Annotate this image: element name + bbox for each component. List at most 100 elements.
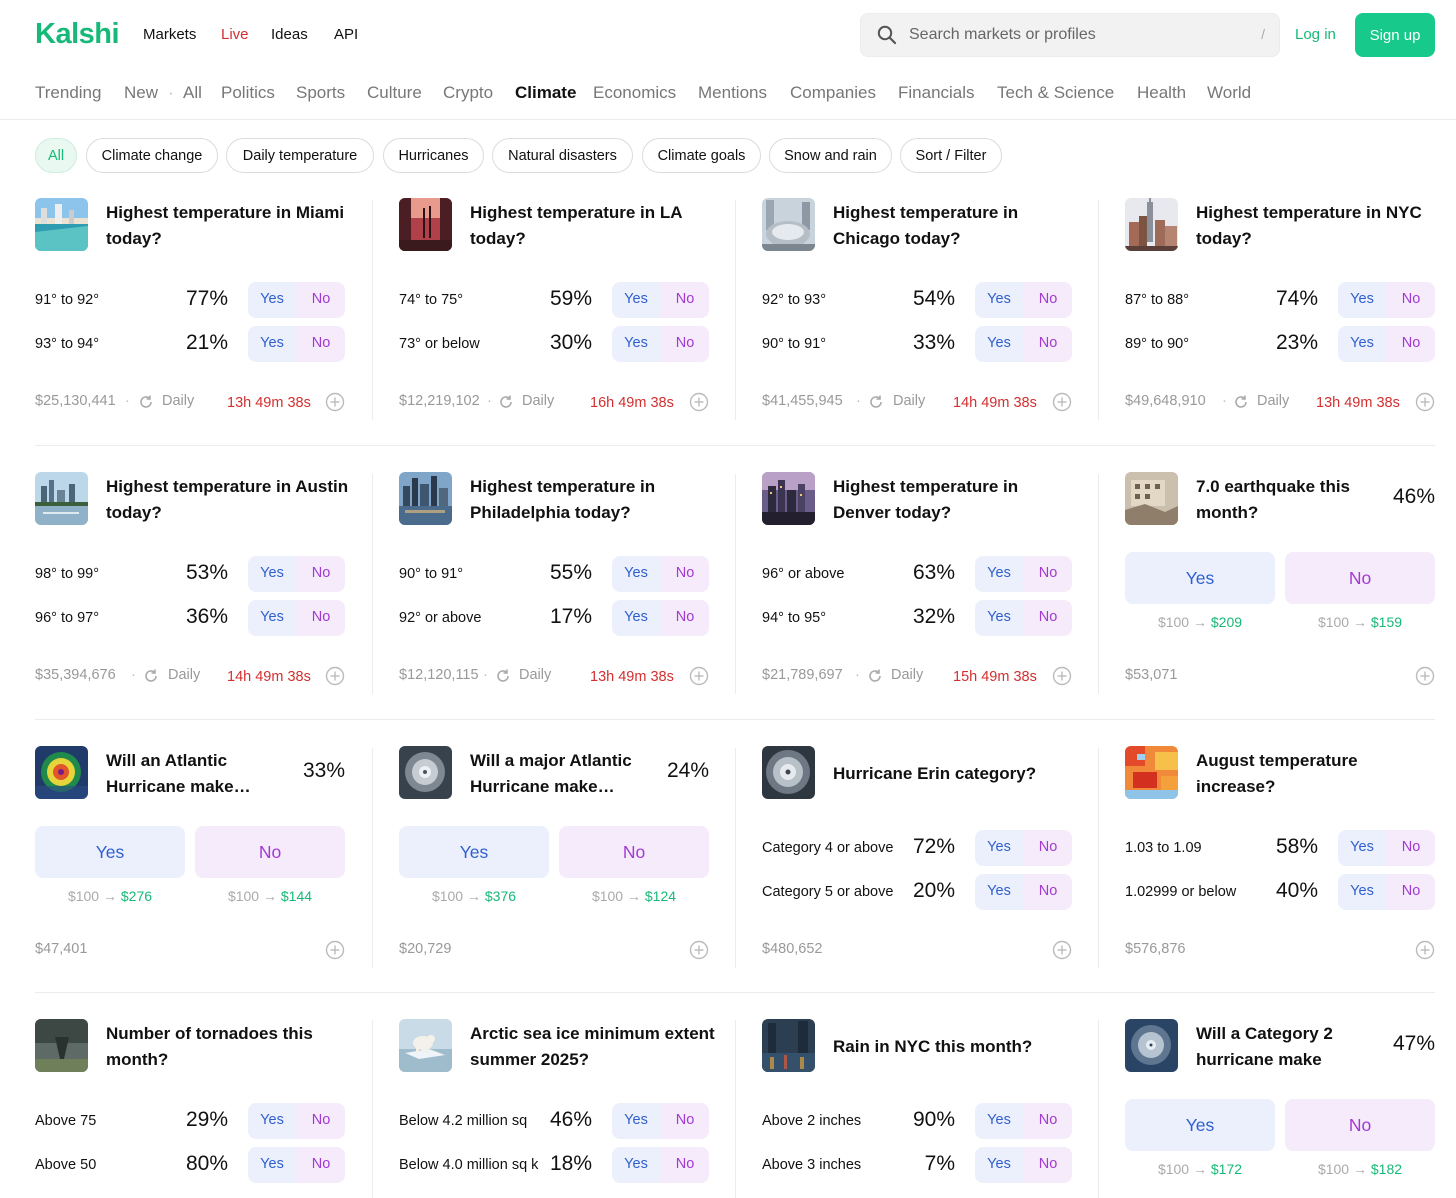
- no-button[interactable]: No: [311, 1156, 331, 1172]
- tab-trending[interactable]: Trending: [35, 83, 102, 102]
- tab-financials[interactable]: Financials: [898, 83, 975, 102]
- chip-sort-filter[interactable]: Sort / Filter: [900, 138, 1002, 173]
- chip-daily-temperature[interactable]: Daily temperature: [226, 138, 374, 173]
- nav-api[interactable]: API: [334, 26, 359, 43]
- market-title[interactable]: Number of tornadoes this month?: [106, 1024, 313, 1069]
- market-card[interactable]: Rain in NYC this month? Above 2 inches 9…: [762, 1019, 1082, 1198]
- market-title[interactable]: Will a Category 2 hurricane make landf…: [1196, 1024, 1333, 1069]
- no-button[interactable]: No: [1038, 1112, 1058, 1128]
- market-card[interactable]: Number of tornadoes this month? Above 75…: [35, 1019, 355, 1198]
- add-to-watchlist-icon[interactable]: [325, 940, 345, 960]
- add-to-watchlist-icon[interactable]: [325, 392, 345, 412]
- market-title[interactable]: Will an Atlantic Hurricane make…: [106, 751, 251, 796]
- yes-button[interactable]: Yes: [987, 1156, 1011, 1172]
- add-to-watchlist-icon[interactable]: [689, 940, 709, 960]
- chip-all[interactable]: All: [35, 138, 77, 173]
- no-button[interactable]: No: [675, 609, 695, 625]
- yes-button[interactable]: Yes: [1125, 552, 1275, 604]
- yes-button[interactable]: Yes: [1350, 291, 1374, 307]
- yes-button[interactable]: Yes: [987, 335, 1011, 351]
- chip-snow-and-rain[interactable]: Snow and rain: [769, 138, 892, 173]
- market-card[interactable]: Highest temperature in Philadelphia toda…: [399, 472, 719, 690]
- market-title[interactable]: Arctic sea ice minimum extent summer 202…: [470, 1024, 715, 1069]
- no-button[interactable]: No: [559, 826, 709, 878]
- yes-button[interactable]: Yes: [624, 609, 648, 625]
- no-button[interactable]: No: [311, 335, 331, 351]
- nav-live[interactable]: Live: [221, 26, 249, 43]
- market-title[interactable]: Will a major Atlantic Hurricane make…: [470, 751, 632, 796]
- tab-crypto[interactable]: Crypto: [443, 83, 494, 102]
- search-bar[interactable]: /: [860, 13, 1280, 57]
- chip-hurricanes[interactable]: Hurricanes: [383, 138, 484, 173]
- no-button[interactable]: No: [1038, 1156, 1058, 1172]
- market-card[interactable]: Highest temperature in Chicago today? 92…: [762, 198, 1082, 416]
- add-to-watchlist-icon[interactable]: [325, 666, 345, 686]
- no-button[interactable]: No: [675, 1156, 695, 1172]
- yes-button[interactable]: Yes: [260, 609, 284, 625]
- no-button[interactable]: No: [1285, 1099, 1435, 1151]
- yes-button[interactable]: Yes: [260, 1156, 284, 1172]
- market-title[interactable]: Highest temperature in Austin today?: [106, 477, 349, 522]
- yes-button[interactable]: Yes: [624, 1112, 648, 1128]
- no-button[interactable]: No: [311, 565, 331, 581]
- market-title[interactable]: Highest temperature in NYC today?: [1196, 203, 1422, 248]
- market-title[interactable]: Highest temperature in Miami today?: [106, 203, 345, 248]
- yes-button[interactable]: Yes: [624, 565, 648, 581]
- market-title[interactable]: Highest temperature in Denver today?: [833, 477, 1019, 522]
- yes-button[interactable]: Yes: [624, 335, 648, 351]
- yes-button[interactable]: Yes: [987, 565, 1011, 581]
- market-card[interactable]: Will a Category 2 hurricane make landf… …: [1125, 1019, 1435, 1198]
- tab-companies[interactable]: Companies: [790, 83, 876, 102]
- market-title[interactable]: August temperature increase?: [1196, 751, 1358, 796]
- no-button[interactable]: No: [311, 1112, 331, 1128]
- yes-button[interactable]: Yes: [624, 1156, 648, 1172]
- no-button[interactable]: No: [1401, 883, 1421, 899]
- login-link[interactable]: Log in: [1295, 26, 1336, 43]
- tab-politics[interactable]: Politics: [221, 83, 275, 102]
- tab-new[interactable]: New: [124, 83, 159, 102]
- no-button[interactable]: No: [1401, 291, 1421, 307]
- yes-button[interactable]: Yes: [260, 291, 284, 307]
- market-card[interactable]: Will an Atlantic Hurricane make… 33% Yes…: [35, 746, 345, 964]
- no-button[interactable]: No: [675, 335, 695, 351]
- yes-button[interactable]: Yes: [987, 291, 1011, 307]
- market-title[interactable]: Highest temperature in LA today?: [470, 203, 682, 248]
- yes-button[interactable]: Yes: [987, 609, 1011, 625]
- market-title[interactable]: Highest temperature in Philadelphia toda…: [470, 477, 656, 522]
- market-title[interactable]: Rain in NYC this month?: [833, 1037, 1033, 1056]
- no-button[interactable]: No: [1038, 335, 1058, 351]
- no-button[interactable]: No: [311, 609, 331, 625]
- tab-health[interactable]: Health: [1137, 83, 1187, 102]
- yes-button[interactable]: Yes: [260, 335, 284, 351]
- market-card[interactable]: Highest temperature in LA today? 74° to …: [399, 198, 719, 416]
- market-card[interactable]: Highest temperature in Austin today? 98°…: [35, 472, 355, 690]
- yes-button[interactable]: Yes: [260, 565, 284, 581]
- yes-button[interactable]: Yes: [399, 826, 549, 878]
- no-button[interactable]: No: [1401, 335, 1421, 351]
- yes-button[interactable]: Yes: [35, 826, 185, 878]
- yes-button[interactable]: Yes: [260, 1112, 284, 1128]
- yes-button[interactable]: Yes: [1350, 883, 1374, 899]
- market-card[interactable]: 7.0 earthquake this month? 46% Yes No $1…: [1125, 472, 1435, 690]
- market-card[interactable]: Highest temperature in Denver today? 96°…: [762, 472, 1082, 690]
- yes-button[interactable]: Yes: [987, 883, 1011, 899]
- market-title[interactable]: 7.0 earthquake this month?: [1196, 477, 1351, 522]
- market-title[interactable]: Hurricane Erin category?: [833, 764, 1037, 783]
- no-button[interactable]: No: [195, 826, 345, 878]
- add-to-watchlist-icon[interactable]: [1415, 392, 1435, 412]
- market-title[interactable]: Highest temperature in Chicago today?: [833, 203, 1019, 248]
- tab-sports[interactable]: Sports: [296, 83, 346, 102]
- chip-natural-disasters[interactable]: Natural disasters: [492, 138, 633, 173]
- nav-markets[interactable]: Markets: [143, 26, 197, 43]
- market-card[interactable]: Highest temperature in NYC today? 87° to…: [1125, 198, 1445, 416]
- yes-button[interactable]: Yes: [1350, 839, 1374, 855]
- tab-climate[interactable]: Climate: [515, 83, 577, 102]
- no-button[interactable]: No: [1038, 291, 1058, 307]
- tab-tech-science[interactable]: Tech & Science: [997, 83, 1115, 102]
- add-to-watchlist-icon[interactable]: [1415, 940, 1435, 960]
- signup-button[interactable]: Sign up: [1355, 13, 1435, 57]
- no-button[interactable]: No: [311, 291, 331, 307]
- market-card[interactable]: Hurricane Erin category? Category 4 or a…: [762, 746, 1082, 964]
- tab-world[interactable]: World: [1207, 83, 1252, 102]
- market-card[interactable]: August temperature increase? 1.03 to 1.0…: [1125, 746, 1445, 964]
